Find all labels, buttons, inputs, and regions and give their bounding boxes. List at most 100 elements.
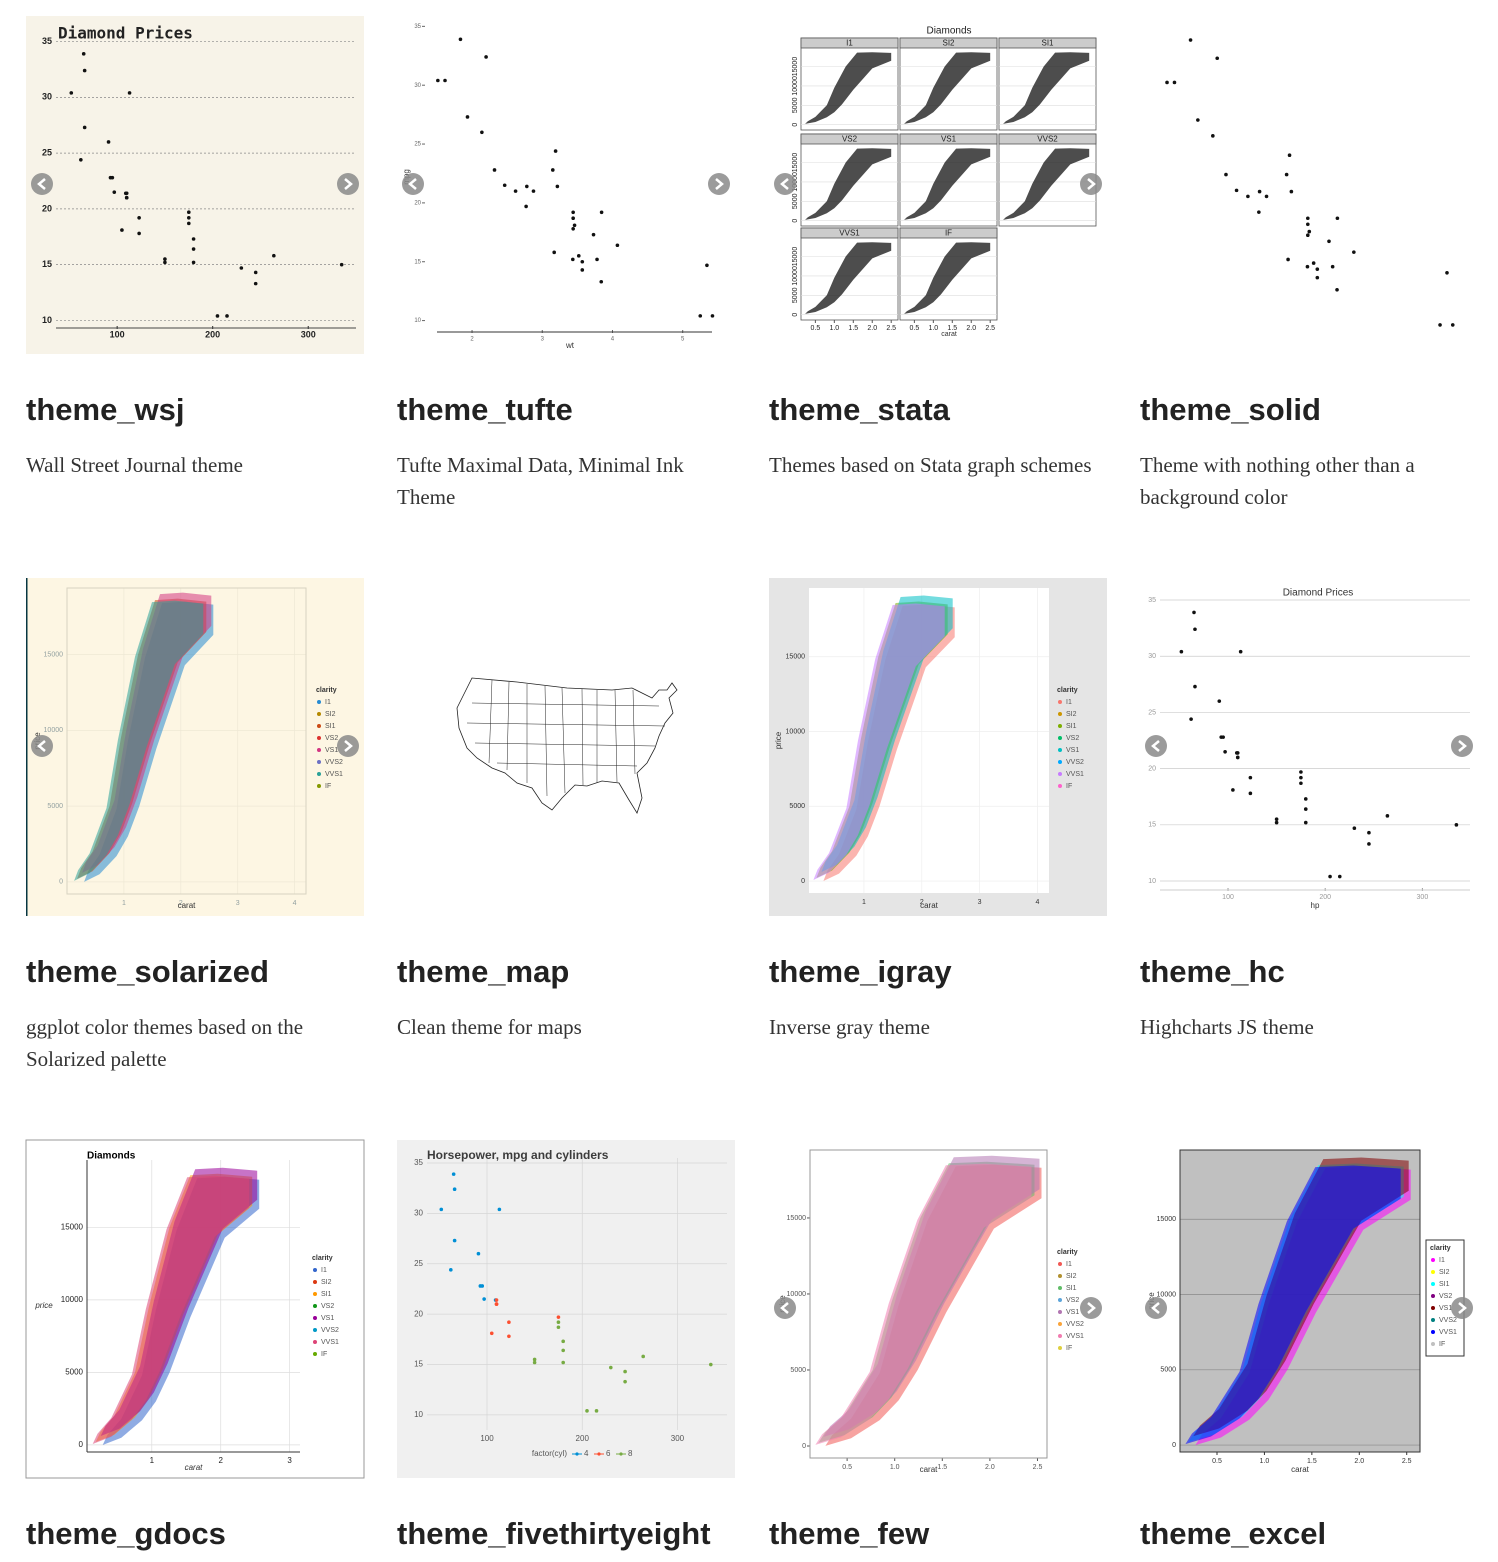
x-tick-label: 2.5 [886, 325, 896, 332]
card-title: theme_gdocs [26, 1516, 226, 1551]
carousel-arrow[interactable] [337, 173, 359, 195]
carousel-chevron [715, 178, 724, 190]
carousel-arrow[interactable] [1080, 173, 1102, 195]
y-tick-label: 10000 [44, 727, 64, 734]
x-tick-label: 4 [293, 900, 297, 907]
carousel-arrow[interactable] [1080, 1297, 1102, 1319]
legend-marker [313, 1292, 317, 1296]
point [1193, 627, 1197, 632]
point [480, 130, 484, 135]
y-tick-label: 10 [414, 318, 421, 324]
point [571, 257, 575, 262]
us-map [456, 677, 678, 814]
point [1234, 188, 1239, 193]
x-tick-label: 4 [611, 337, 615, 343]
card-description: Tufte Maximal Data, Minimal Ink Theme [397, 453, 684, 509]
facet-label: I1 [846, 39, 853, 48]
facet-strip [800, 37, 899, 49]
legend-label: VVS1 [1066, 771, 1084, 778]
plot-title: Diamond Prices [58, 24, 193, 43]
thumbnail-edge [26, 578, 28, 916]
carousel-arrow[interactable] [402, 173, 424, 195]
legend-marker [1058, 1346, 1062, 1350]
carousel-arrow[interactable] [31, 735, 53, 757]
x-tick-label: 2 [920, 899, 924, 906]
legend-label: IF [321, 1351, 327, 1358]
point [1264, 194, 1269, 199]
point [609, 1365, 613, 1370]
legend-title: clarity [316, 687, 337, 694]
point-cloud [904, 52, 991, 124]
point [1438, 323, 1442, 327]
carousel-arrow[interactable] [1451, 735, 1473, 757]
carousel-arrow[interactable] [1451, 1297, 1473, 1319]
carousel-arrow[interactable] [31, 173, 53, 195]
legend-marker [1058, 724, 1062, 728]
y-tick-label: 5000 [792, 97, 799, 113]
legend-title: clarity [1057, 687, 1078, 694]
legend-label: VVS1 [321, 1339, 339, 1346]
point [239, 266, 244, 270]
point [1287, 153, 1292, 158]
y-axis-label: price [774, 731, 783, 749]
point [191, 237, 196, 241]
thumbnail-bg [1140, 578, 1478, 916]
legend-marker [1058, 700, 1062, 704]
x-tick-label: 2.5 [1402, 1458, 1412, 1465]
legend-label: I1 [321, 1267, 327, 1274]
y-tick-label: 0 [801, 878, 805, 885]
carousel-chevron [37, 740, 46, 752]
y-tick-label: 20 [414, 1309, 423, 1318]
legend-marker [313, 1268, 317, 1272]
legend-title: clarity [1430, 1245, 1451, 1252]
point-cloud [904, 148, 991, 220]
y-tick-label: 30 [1148, 653, 1156, 660]
carousel-arrow[interactable] [774, 1297, 796, 1319]
carousel-arrow[interactable] [1145, 1297, 1167, 1319]
point [532, 1357, 537, 1362]
legend-marker [1431, 1330, 1435, 1334]
point [120, 228, 124, 232]
card-title: theme_few [769, 1516, 930, 1551]
x-tick-label: 1.0 [1260, 1458, 1270, 1465]
legend-marker [1058, 784, 1062, 788]
legend-marker [1431, 1306, 1435, 1310]
y-tick-label: 25 [414, 142, 421, 148]
y-tick-label: 35 [414, 24, 421, 30]
y-tick-label: 10000 [792, 266, 799, 286]
point [1235, 755, 1240, 760]
legend-label: VVS1 [1066, 1333, 1084, 1340]
legend-marker [619, 1452, 623, 1456]
point [561, 1360, 565, 1365]
legend-marker [313, 1340, 317, 1344]
legend-marker [1431, 1342, 1435, 1346]
carousel-arrow[interactable] [337, 735, 359, 757]
point [1286, 257, 1290, 262]
card-title: theme_igray [769, 954, 952, 989]
legend-marker [1431, 1270, 1435, 1274]
point [127, 91, 132, 95]
facet-strip [998, 133, 1097, 145]
point [1257, 189, 1262, 194]
y-tick-label: 25 [1148, 709, 1156, 716]
facet-strip [899, 227, 998, 239]
point [69, 91, 74, 95]
carousel-arrow[interactable] [708, 173, 730, 195]
legend-marker [313, 1328, 317, 1332]
point [81, 52, 86, 56]
point [1179, 649, 1184, 654]
point [623, 1369, 627, 1374]
legend-marker [1058, 1262, 1062, 1266]
y-tick-label: 15 [414, 1360, 423, 1369]
carousel-arrow[interactable] [774, 173, 796, 195]
legend-label: VS2 [1439, 1293, 1452, 1300]
y-tick-label: 20 [1148, 765, 1156, 772]
legend-title: clarity [1057, 1249, 1078, 1256]
y-tick-label: 15000 [61, 1223, 84, 1232]
thumbnail-bg [1140, 16, 1478, 354]
carousel-chevron [1151, 1302, 1160, 1314]
point [187, 221, 191, 226]
point-cloud [805, 242, 892, 314]
x-tick-label: 4 [1035, 899, 1039, 906]
carousel-arrow[interactable] [1145, 735, 1167, 757]
